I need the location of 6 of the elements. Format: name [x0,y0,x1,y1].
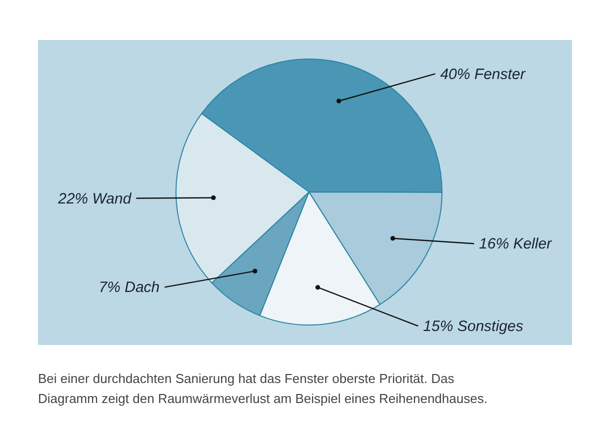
slice-label: 16% Keller [479,236,553,253]
slice-label: 40% Fenster [440,66,526,83]
slice-label: 7% Dach [98,279,160,296]
slice-label: 22% Wand [57,190,132,208]
slice-label: 15% Sonstiges [423,318,524,336]
text: Bei einer durchdachten Sanierung hat das Fenster oberste Priorität. Das Diagramm zeigt den Raumwärmeverlust am Beispiel eines Reihenendhauses. [38,371,488,406]
